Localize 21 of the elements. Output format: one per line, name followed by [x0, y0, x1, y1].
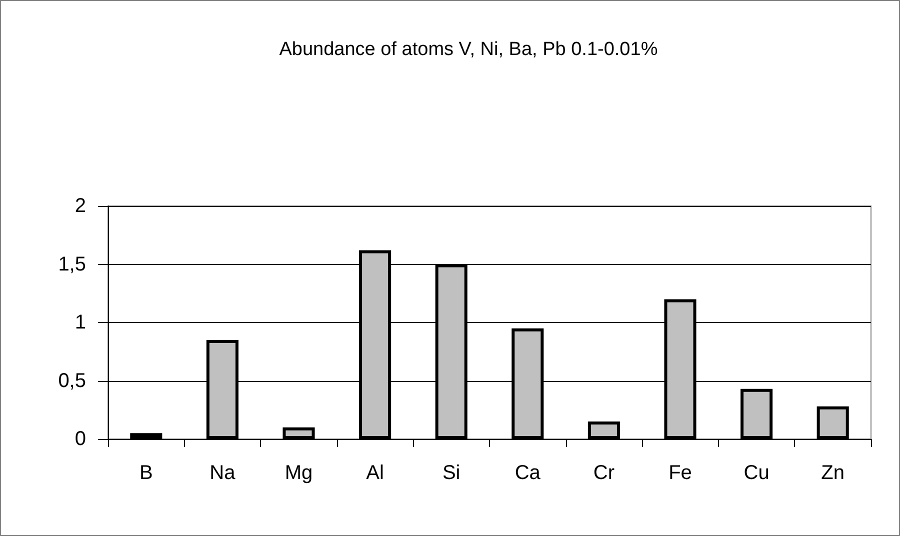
chart-title: Abundance of atoms V, Ni, Ba, Pb 0.1-0.01%	[279, 39, 658, 60]
x-tick-label: B	[139, 462, 153, 484]
x-tick-label: Si	[442, 462, 460, 484]
bar	[282, 427, 315, 439]
x-tick-label: Cu	[744, 462, 770, 484]
x-tick-label: Zn	[821, 462, 845, 484]
bar	[130, 433, 162, 439]
x-tick-label: Ca	[514, 462, 542, 484]
y-tick-label: 1	[74, 312, 86, 334]
bar	[740, 388, 773, 439]
bar	[588, 422, 620, 439]
x-tick-label: Al	[366, 462, 384, 484]
x-tick-label: Fe	[668, 462, 692, 484]
y-tick-label: 2	[74, 195, 86, 217]
x-tick-label: Cr	[593, 462, 615, 484]
bar	[816, 406, 849, 439]
y-tick-label: 1,5	[58, 253, 86, 276]
x-tick-label: Na	[210, 462, 236, 484]
y-tick-label: 0	[74, 428, 86, 450]
x-tick-label: Mg	[284, 462, 313, 484]
y-tick-label: 0,5	[58, 370, 86, 392]
